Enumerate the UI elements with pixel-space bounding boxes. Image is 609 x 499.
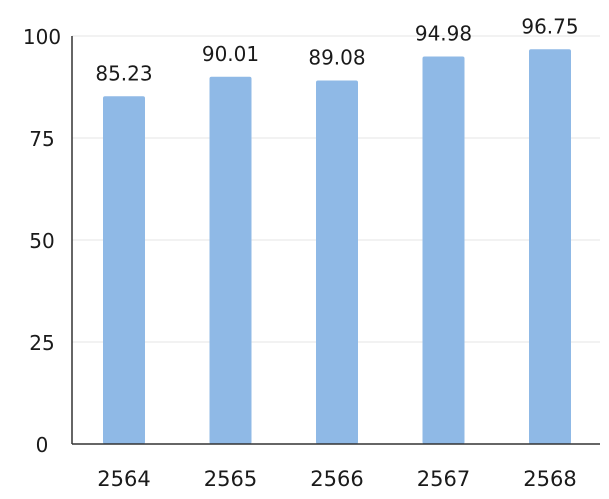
x-axis-ticks: 2564 2565 2566 2567 2568 [97,467,576,491]
value-label-2568: 96.75 [521,14,578,38]
x-tick-label-2568: 2568 [523,467,576,491]
bar-2566 [316,80,358,445]
bar-2564 [103,96,145,444]
value-label-2565: 90.01 [202,42,259,66]
bar-2568 [529,49,571,444]
x-tick-label-2564: 2564 [97,467,150,491]
x-tick-label-2567: 2567 [417,467,470,491]
value-label-2567: 94.98 [415,21,472,45]
bar-2565 [209,76,252,444]
x-tick-label-2566: 2566 [310,467,363,491]
value-labels: 85.23 90.01 89.08 94.98 96.75 [95,14,578,85]
y-tick-label-50: 50 [29,229,54,253]
y-tick-label-25: 25 [29,331,54,355]
y-tick-label-0: 0 [36,433,49,457]
axes [71,36,600,445]
bars [103,49,571,445]
value-label-2564: 85.23 [95,61,152,85]
y-axis-ticks: 0 25 50 75 100 [23,25,61,457]
bar-2567 [422,56,465,445]
y-tick-label-75: 75 [29,127,54,151]
value-label-2566: 89.08 [308,46,365,70]
y-tick-label-100: 100 [23,25,61,49]
x-tick-label-2565: 2565 [204,467,257,491]
